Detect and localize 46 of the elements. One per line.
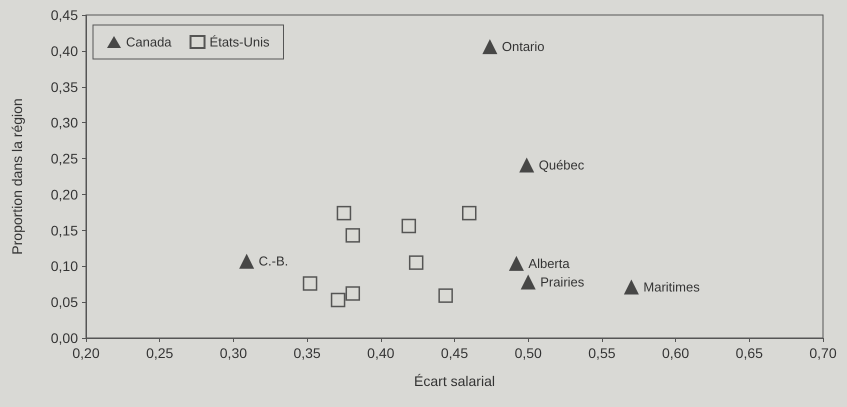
point bbox=[508, 256, 524, 271]
x-tick-label: 0,30 bbox=[220, 345, 248, 361]
point bbox=[239, 254, 254, 269]
y-tick-label: 0,00 bbox=[50, 330, 78, 346]
point bbox=[346, 286, 360, 301]
annotation: Québec bbox=[538, 158, 585, 173]
annotation: Alberta bbox=[528, 256, 570, 271]
point bbox=[336, 206, 352, 220]
x-tick-label: 0,25 bbox=[146, 345, 174, 361]
point bbox=[330, 292, 346, 308]
x-tick-label: 0,35 bbox=[293, 345, 321, 361]
point bbox=[462, 206, 476, 220]
legend-label: États-Unis bbox=[210, 34, 270, 50]
y-tick-label: 0,10 bbox=[50, 258, 78, 274]
y-tick-label: 0,30 bbox=[50, 114, 78, 131]
point bbox=[438, 288, 453, 303]
point bbox=[408, 255, 424, 270]
x-tick-label: 0,40 bbox=[367, 345, 395, 361]
point bbox=[624, 280, 639, 295]
point bbox=[402, 218, 416, 234]
y-tick-label: 0,05 bbox=[50, 294, 78, 310]
y-axis-title: Proportion dans la région bbox=[9, 98, 25, 255]
point bbox=[519, 158, 534, 173]
x-tick-label: 0,55 bbox=[588, 345, 616, 361]
annotation: C.-B. bbox=[258, 254, 288, 269]
point bbox=[346, 228, 360, 243]
legend-label: Canada bbox=[126, 34, 172, 50]
x-axis-title: Écart salarial bbox=[414, 373, 495, 389]
y-tick-label: 0,35 bbox=[50, 78, 78, 95]
x-tick-label: 0,50 bbox=[514, 345, 542, 361]
x-tick-label: 0,20 bbox=[72, 345, 100, 361]
y-tick-label: 0,20 bbox=[50, 186, 78, 202]
point bbox=[482, 39, 498, 54]
x-tick-label: 0,45 bbox=[440, 345, 468, 361]
y-tick-label: 0,40 bbox=[50, 42, 78, 59]
y-tick-label: 0,45 bbox=[50, 7, 78, 23]
x-tick-label: 0,70 bbox=[809, 345, 837, 361]
annotation: Prairies bbox=[540, 274, 585, 290]
annotation: Maritimes bbox=[643, 280, 700, 295]
y-tick-label: 0,15 bbox=[50, 222, 78, 238]
annotation: Ontario bbox=[502, 39, 545, 54]
y-tick-label: 0,25 bbox=[50, 150, 78, 167]
point bbox=[302, 276, 318, 291]
point bbox=[520, 274, 536, 290]
x-tick-label: 0,60 bbox=[662, 345, 690, 361]
x-tick-label: 0,65 bbox=[736, 345, 764, 361]
